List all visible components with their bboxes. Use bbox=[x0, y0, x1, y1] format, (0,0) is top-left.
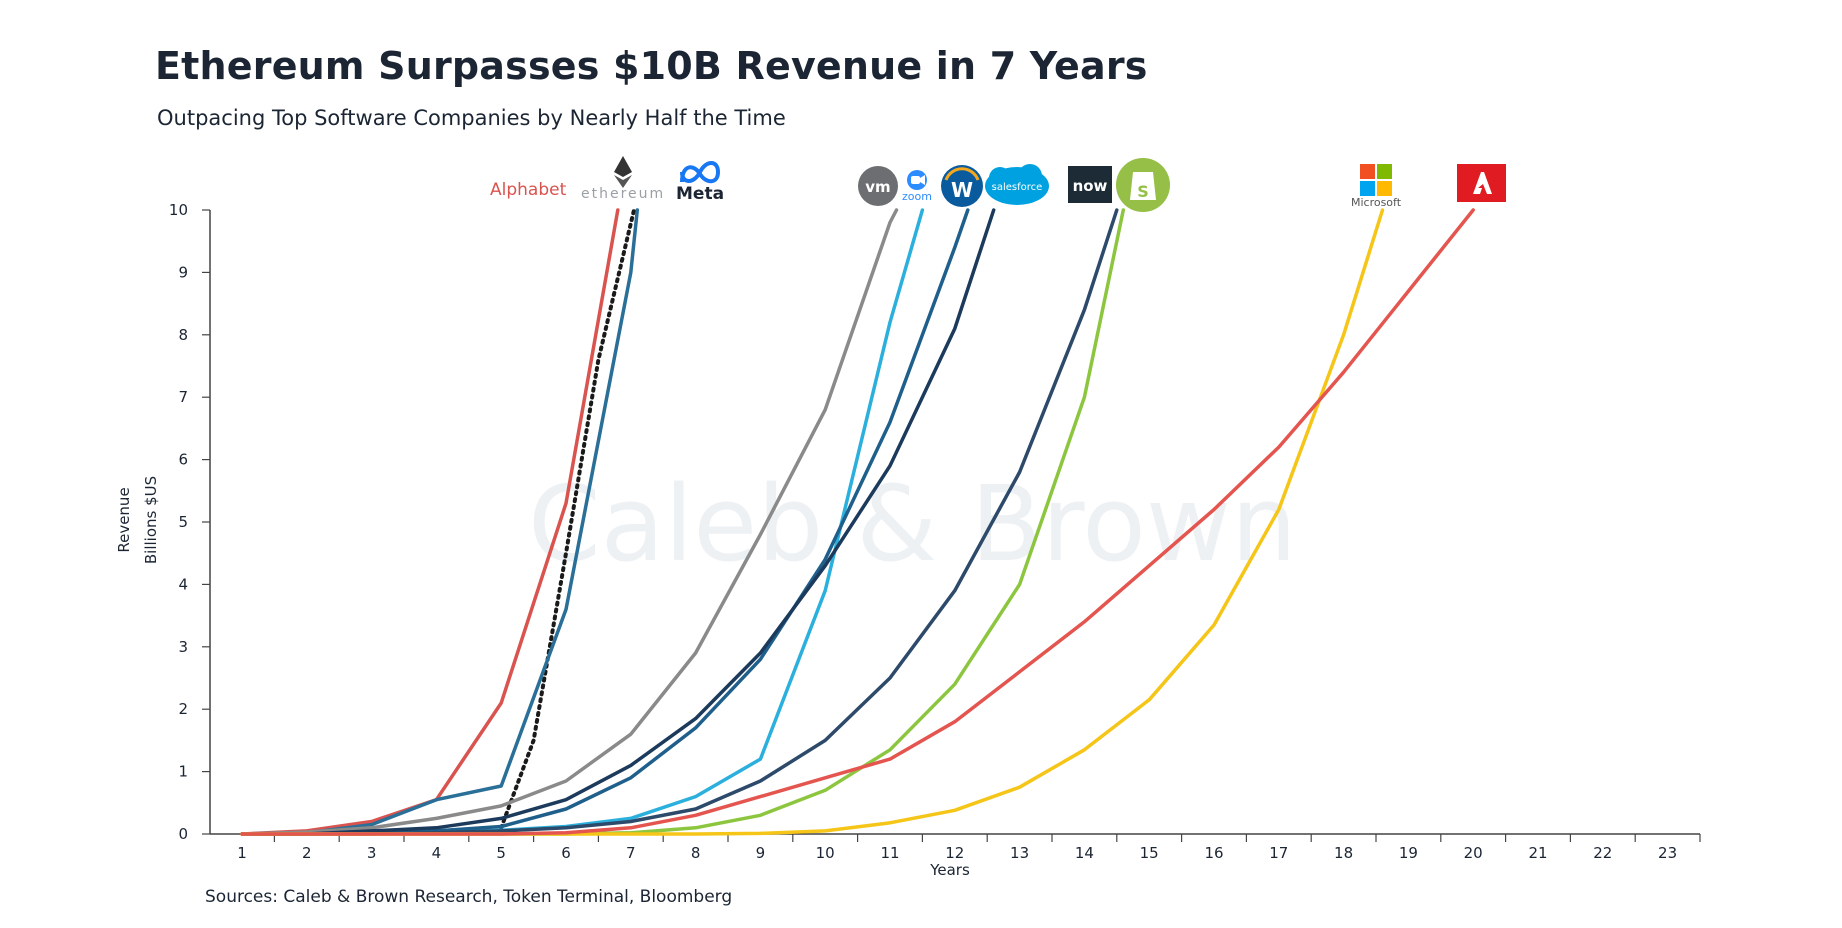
x-tick-label: 9 bbox=[756, 844, 766, 862]
x-tick-label: 20 bbox=[1464, 844, 1483, 862]
chart-series-layer bbox=[240, 208, 1475, 836]
adobe-logo bbox=[1457, 164, 1506, 202]
y-tick-label: 5 bbox=[178, 513, 188, 531]
x-tick-label: 5 bbox=[496, 844, 506, 862]
watermark: Caleb & Brown bbox=[528, 463, 1297, 585]
x-tick-label: 13 bbox=[1010, 844, 1029, 862]
page-subtitle: Outpacing Top Software Companies by Near… bbox=[157, 106, 786, 130]
zoom-logo-text: zoom bbox=[902, 190, 932, 203]
x-tick-label: 17 bbox=[1269, 844, 1288, 862]
shopify-logo-text: S bbox=[1137, 182, 1149, 201]
logo-row: Alphabet ethereum Meta vm zoom W bbox=[490, 156, 1506, 212]
shopify-logo: S bbox=[1116, 158, 1170, 212]
series-line-salesforce bbox=[240, 208, 996, 836]
y-tick-label: 3 bbox=[178, 638, 188, 656]
servicenow-logo: now bbox=[1068, 166, 1112, 203]
x-tick-label: 1 bbox=[237, 844, 247, 862]
page-title: Ethereum Surpasses $10B Revenue in 7 Yea… bbox=[155, 44, 1148, 88]
y-tick-label: 7 bbox=[178, 388, 188, 406]
x-axis-label: Years bbox=[929, 861, 970, 879]
y-tick-label: 2 bbox=[178, 700, 188, 718]
series-line-adobe bbox=[240, 208, 1475, 836]
ethereum-logo-text: ethereum bbox=[581, 186, 665, 202]
salesforce-logo: salesforce bbox=[985, 164, 1049, 205]
y-tick-label: 0 bbox=[178, 825, 188, 843]
x-tick-label: 21 bbox=[1528, 844, 1547, 862]
alphabet-logo: Alphabet bbox=[490, 180, 567, 200]
y-tick-label: 4 bbox=[178, 575, 188, 593]
x-tick-label: 3 bbox=[367, 844, 377, 862]
x-tick-label: 19 bbox=[1399, 844, 1418, 862]
x-tick-label: 8 bbox=[691, 844, 701, 862]
salesforce-logo-text: salesforce bbox=[992, 182, 1043, 193]
workday-logo-text: W bbox=[951, 178, 973, 202]
x-tick-label: 22 bbox=[1593, 844, 1612, 862]
x-tick-label: 16 bbox=[1204, 844, 1223, 862]
series-line-ethereum bbox=[499, 208, 636, 830]
x-tick-label: 14 bbox=[1075, 844, 1094, 862]
y-tick-label: 10 bbox=[169, 201, 188, 219]
y-tick-label: 6 bbox=[178, 451, 188, 469]
meta-infinity-icon bbox=[680, 161, 721, 184]
x-tick-label: 6 bbox=[561, 844, 571, 862]
zoom-logo: zoom bbox=[902, 170, 932, 203]
x-tick-label: 18 bbox=[1334, 844, 1353, 862]
y-tick-label: 1 bbox=[178, 763, 188, 781]
vmware-logo: vm bbox=[858, 166, 898, 206]
x-tick-label: 2 bbox=[302, 844, 312, 862]
y-tick-label: 9 bbox=[178, 263, 188, 281]
x-tick-label: 23 bbox=[1658, 844, 1677, 862]
y-axis-sublabel: Billions $US bbox=[142, 476, 160, 564]
y-tick-label: 8 bbox=[178, 326, 188, 344]
y-axis-label: Revenue bbox=[115, 487, 133, 552]
ethereum-logo: ethereum bbox=[581, 156, 665, 202]
x-tick-label: 4 bbox=[432, 844, 442, 862]
workday-logo: W bbox=[941, 165, 983, 207]
servicenow-logo-text: now bbox=[1073, 177, 1108, 195]
sources-footnote: Sources: Caleb & Brown Research, Token T… bbox=[205, 887, 733, 907]
x-tick-label: 15 bbox=[1140, 844, 1159, 862]
x-tick-label: 7 bbox=[626, 844, 636, 862]
microsoft-logo-text: Microsoft bbox=[1351, 196, 1402, 209]
x-tick-label: 11 bbox=[880, 844, 899, 862]
x-tick-label: 10 bbox=[816, 844, 835, 862]
meta-logo: Meta bbox=[676, 161, 724, 204]
x-tick-label: 12 bbox=[945, 844, 964, 862]
series-line-alphabet bbox=[240, 208, 620, 836]
series-line-vmware bbox=[240, 208, 899, 836]
vmware-logo-text: vm bbox=[865, 178, 890, 196]
microsoft-logo: Microsoft bbox=[1351, 164, 1402, 209]
meta-logo-text: Meta bbox=[676, 184, 724, 204]
